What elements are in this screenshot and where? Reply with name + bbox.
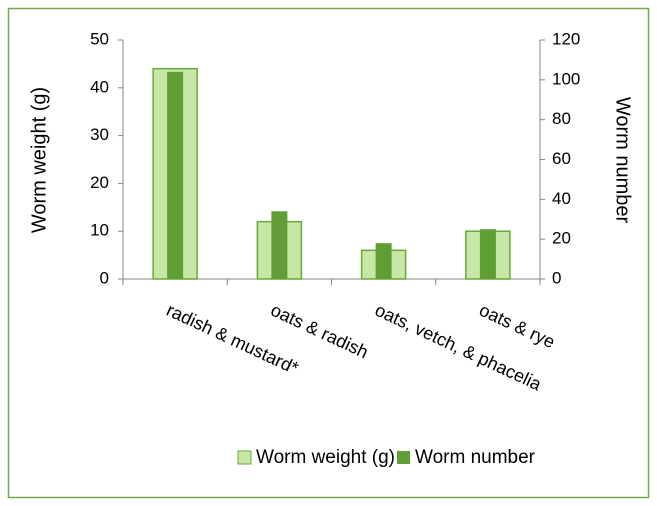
y-tick-label: 30 (90, 125, 109, 144)
legend-swatch (397, 451, 410, 464)
y2-tick-label: 80 (552, 109, 571, 128)
y-tick-label: 0 (100, 268, 109, 287)
y-tick-label: 10 (90, 221, 109, 240)
chart-border (7, 7, 650, 499)
bar (167, 71, 184, 279)
y2-tick-label: 20 (552, 229, 571, 248)
y2-tick-label: 0 (552, 268, 561, 287)
legend-label: Worm weight (g) (256, 447, 395, 468)
y2-tick-label: 40 (552, 189, 571, 208)
bar (479, 229, 496, 279)
legend-label: Worm number (415, 447, 536, 468)
y2-tick-label: 100 (552, 69, 580, 88)
y-tick-label: 20 (90, 173, 109, 192)
legend-swatch (237, 450, 252, 465)
bar (375, 243, 392, 279)
y2-tick-label: 60 (552, 149, 571, 168)
y2-tick-label: 120 (552, 29, 580, 48)
y-tick-label: 40 (90, 77, 109, 96)
y-tick-label: 50 (90, 29, 109, 48)
y2-axis-title: Worm number (612, 97, 634, 224)
bar (271, 211, 288, 279)
y-axis-title: Worm weight (g) (28, 87, 50, 233)
